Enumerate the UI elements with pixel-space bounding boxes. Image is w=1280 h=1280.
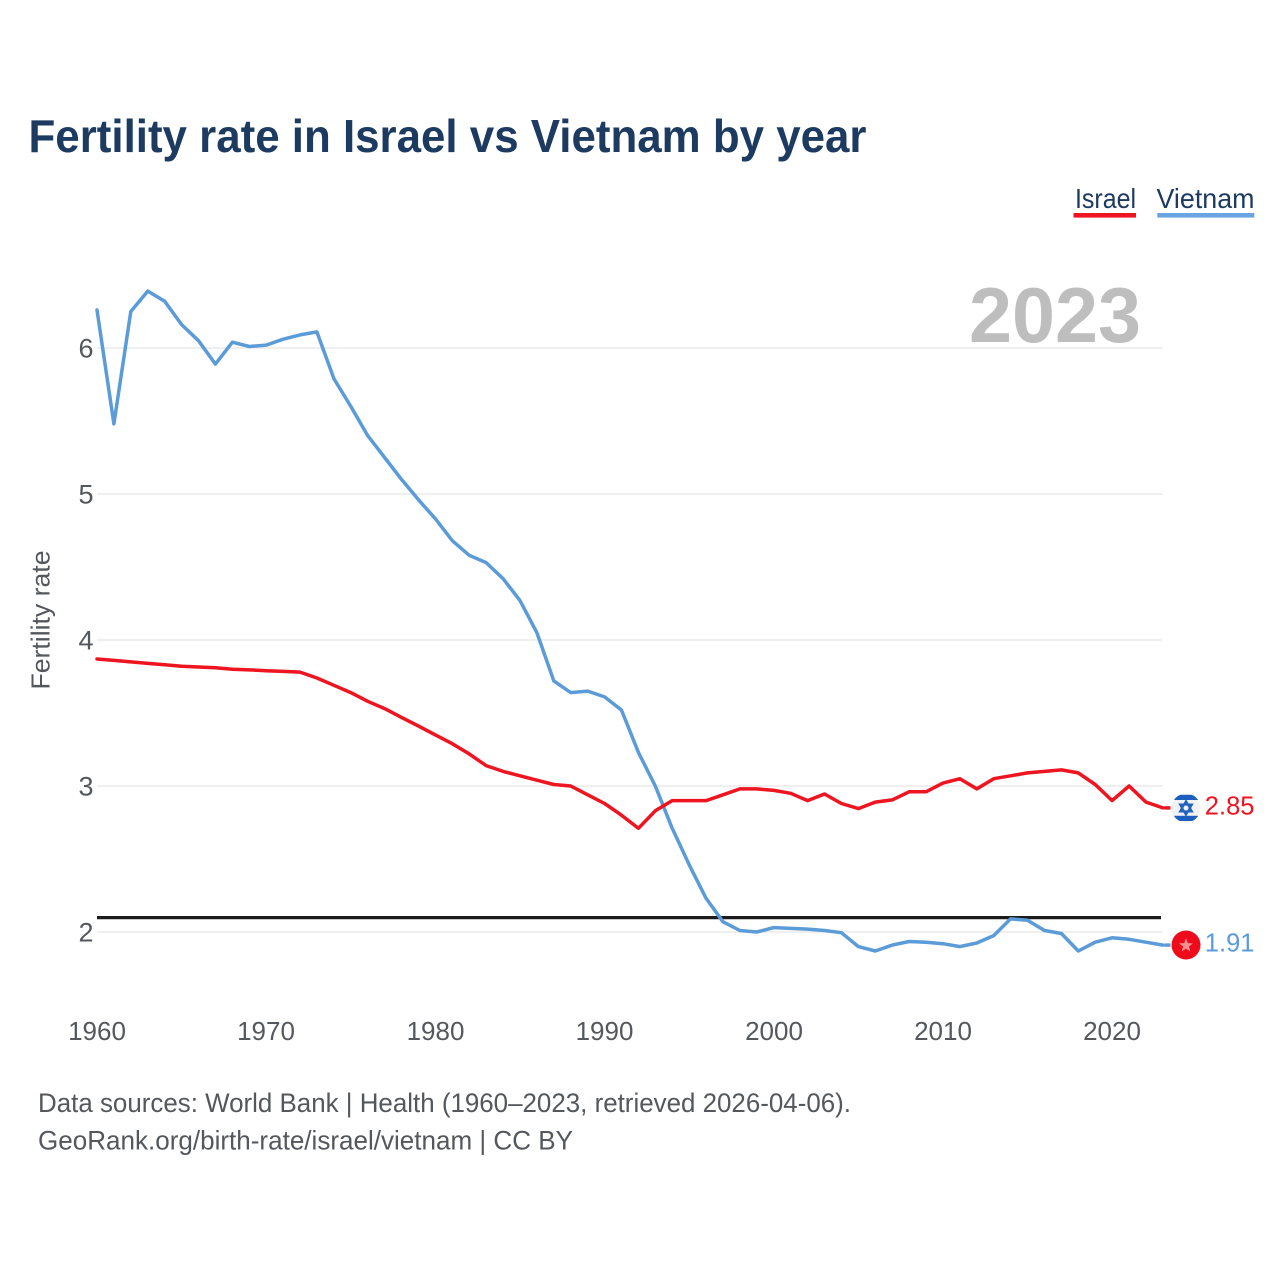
svg-text:1970: 1970	[237, 1016, 295, 1046]
svg-text:Israel: Israel	[1075, 183, 1136, 214]
svg-text:2: 2	[78, 918, 93, 948]
svg-text:1990: 1990	[576, 1016, 634, 1046]
svg-text:5: 5	[78, 480, 93, 510]
svg-text:Fertility rate in Israel vs Vi: Fertility rate in Israel vs Vietnam by y…	[29, 110, 867, 162]
svg-text:4: 4	[78, 626, 93, 656]
svg-text:2010: 2010	[914, 1016, 972, 1046]
svg-text:1980: 1980	[407, 1016, 465, 1046]
svg-text:Fertility rate: Fertility rate	[26, 551, 56, 690]
svg-text:2020: 2020	[1083, 1016, 1141, 1046]
svg-text:GeoRank.org/birth-rate/israel/: GeoRank.org/birth-rate/israel/vietnam | …	[38, 1126, 573, 1156]
svg-text:1.91: 1.91	[1205, 930, 1255, 958]
svg-text:Vietnam: Vietnam	[1157, 183, 1255, 214]
svg-text:1960: 1960	[68, 1016, 126, 1046]
svg-text:Data sources: World Bank | Hea: Data sources: World Bank | Health (1960–…	[38, 1088, 851, 1118]
svg-text:2000: 2000	[745, 1016, 803, 1046]
svg-text:2023: 2023	[969, 271, 1141, 359]
svg-text:2.85: 2.85	[1205, 793, 1255, 821]
svg-text:6: 6	[78, 334, 93, 364]
svg-text:3: 3	[78, 772, 93, 802]
